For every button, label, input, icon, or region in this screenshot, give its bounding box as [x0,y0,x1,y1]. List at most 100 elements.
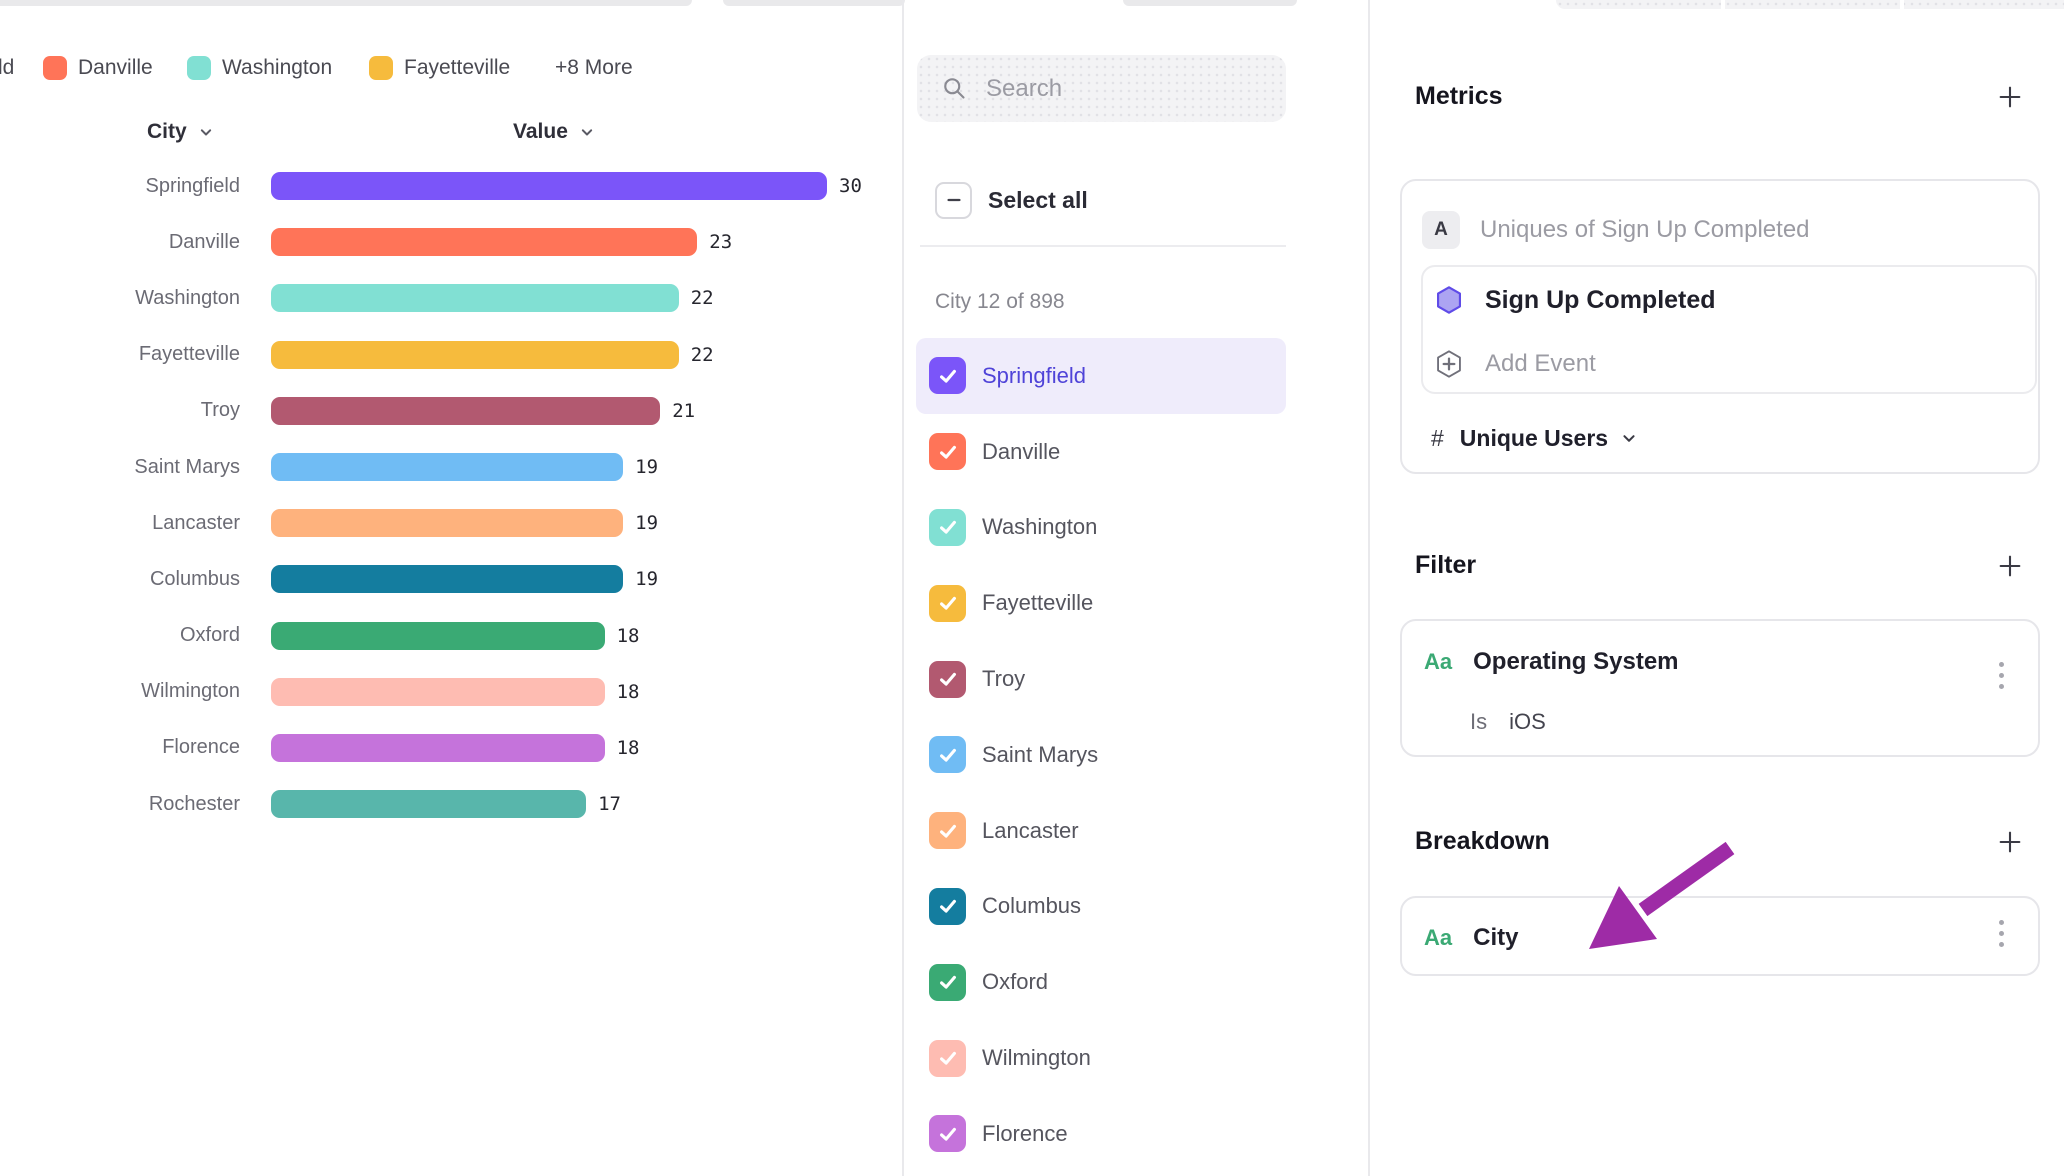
bar-rochester[interactable] [271,790,587,819]
chart-row: Washington 22 [0,270,902,326]
chart-row: Oxford 18 [0,608,902,664]
bar-springfield[interactable] [271,172,827,201]
legend-item-partial[interactable]: ld [0,46,14,90]
chevron-down-icon [1623,435,1635,442]
chart-row: Lancaster 19 [0,495,902,551]
legend-item-fayetteville[interactable]: Fayetteville [369,46,510,90]
filter-card: Aa Operating System Is iOS [1400,619,2040,757]
bar-label: Wilmington [141,680,240,703]
aggregation-row[interactable]: # Unique Users [1402,416,2038,460]
legend-more-button[interactable]: +8 More [555,46,633,90]
bar-value: 18 [616,680,640,703]
add-event-label: Add Event [1485,350,1596,377]
checked-checkbox[interactable] [929,508,966,546]
city-item-springfield[interactable]: Springfield [916,338,1286,414]
add-filter-button[interactable] [1995,551,2025,581]
city-item-oxford[interactable]: Oxford [916,944,1286,1020]
event-label: Sign Up Completed [1485,285,1716,314]
city-item-fayetteville[interactable]: Fayetteville [916,565,1286,641]
bar-label: Danville [168,230,240,253]
checked-checkbox[interactable] [929,887,966,925]
checked-checkbox[interactable] [929,963,966,1001]
event-hexagon-icon [1436,286,1462,314]
bar-value: 18 [616,736,640,759]
check-icon [939,369,956,383]
checked-checkbox[interactable] [929,584,966,622]
checked-checkbox[interactable] [929,812,966,850]
bar-label: Oxford [179,624,240,647]
city-item-florence[interactable]: Florence [916,1096,1286,1172]
filter-heading: Filter [1415,551,1477,579]
legend-item-washington[interactable]: Washington [187,46,332,90]
metrics-heading: Metrics [1415,82,1503,110]
chart-type-segmented-control[interactable] [1556,0,2064,9]
segment-divider [1721,0,1725,9]
checked-checkbox[interactable] [929,1039,966,1077]
bar-value: 19 [635,512,659,535]
city-group-label: City 12 of 898 [935,290,1065,313]
checked-checkbox[interactable] [929,660,966,698]
filter-options-kebab-icon[interactable] [1988,662,2014,689]
city-item-danville[interactable]: Danville [916,414,1286,490]
city-item-washington[interactable]: Washington [916,490,1286,566]
column-header-value[interactable]: Value [513,110,597,154]
string-type-icon: Aa [1424,925,1453,950]
filter-property-row[interactable]: Aa Operating System [1402,640,2038,684]
filter-operator: Is [1470,709,1488,734]
city-item-lancaster[interactable]: Lancaster [916,793,1286,869]
bar-florence[interactable] [271,733,605,762]
city-item-troy[interactable]: Troy [916,641,1286,717]
top-tab-sliver-1 [723,0,905,6]
checked-checkbox[interactable] [929,736,966,774]
check-icon [939,1127,956,1141]
breakdown-options-kebab-icon[interactable] [1988,920,2014,947]
bar-label: Rochester [148,792,240,815]
bar-washington[interactable] [271,284,679,313]
list-divider [920,245,1286,247]
city-item-wilmington[interactable]: Wilmington [916,1020,1286,1096]
bar-fayetteville[interactable] [271,340,679,369]
add-event-row[interactable]: Add Event [1423,344,2035,384]
bar-label: Lancaster [152,511,240,534]
check-icon [939,672,956,686]
city-selector-panel: Select all City 12 of 898 Springfield Da… [902,0,1368,1176]
checked-checkbox[interactable] [929,357,966,395]
panel-divider [902,0,904,1176]
number-type-icon: # [1431,424,1444,451]
breakdown-property-row[interactable]: Aa City [1402,916,2038,960]
search-box[interactable] [917,55,1286,122]
bar-saint-marys[interactable] [271,453,624,482]
city-item-columbus[interactable]: Columbus [916,869,1286,945]
city-item-saint-marys[interactable]: Saint Marys [916,717,1286,793]
metric-name-row[interactable]: A Uniques of Sign Up Completed [1402,208,2038,252]
legend-item-danville[interactable]: Danville [43,46,153,90]
select-all-checkbox[interactable] [935,181,972,219]
column-header-city[interactable]: City [147,110,216,154]
checked-checkbox[interactable] [929,1115,966,1153]
search-input[interactable] [984,73,1268,104]
legend-swatch [43,56,67,80]
search-icon [944,78,965,99]
plus-icon [1999,831,2021,853]
bar-label: Columbus [149,567,240,590]
bar-oxford[interactable] [271,621,605,650]
bar-columbus[interactable] [271,565,624,594]
city-item-label: Washington [982,514,1098,540]
bar-lancaster[interactable] [271,509,624,538]
bar-wilmington[interactable] [271,677,605,706]
event-row[interactable]: Sign Up Completed [1423,280,2035,320]
add-metric-button[interactable] [1995,82,2025,112]
chart-row: Rochester 17 [0,776,902,832]
checked-checkbox[interactable] [929,433,966,471]
indeterminate-minus-icon [946,198,961,202]
chart-row: Columbus 19 [0,551,902,607]
bar-danville[interactable] [271,228,698,257]
select-all-row[interactable]: Select all [902,178,1088,222]
select-all-label: Select all [988,186,1088,213]
city-item-label: Troy [982,666,1026,692]
city-item-label: Columbus [982,893,1082,919]
filter-condition-row[interactable]: Is iOS [1402,701,2038,743]
add-breakdown-button[interactable] [1995,827,2025,857]
bar-troy[interactable] [271,396,661,425]
city-item-label: Danville [982,438,1061,464]
